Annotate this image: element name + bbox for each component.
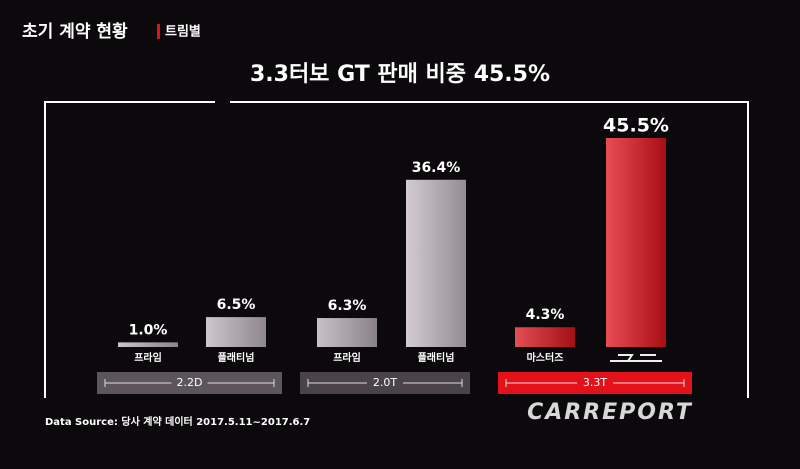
bar-shade [118, 342, 178, 347]
frame [44, 101, 749, 398]
source: Data Source: 당사 계약 데이터 2017.5.11~2017.6.… [45, 415, 310, 428]
bar-shade [406, 179, 466, 347]
value-label: 6.3% [328, 298, 367, 314]
bar-shade [606, 138, 666, 347]
value-label: 36.4% [412, 160, 461, 176]
x-tick-label: 프라임 [134, 351, 162, 364]
x-tick-label: 프라임 [333, 351, 361, 364]
heading: 초기 계약 현황 [22, 21, 128, 42]
group-label-bg [577, 375, 613, 391]
group-label: 2.2D [177, 376, 203, 389]
bar-shade [515, 327, 575, 347]
subheading: 트림별 [165, 24, 201, 40]
x-tick-label: 플래티넘 [418, 351, 455, 364]
gt-logo [610, 354, 662, 362]
group-label: 2.0T [373, 376, 397, 389]
group-label: 3.3T [583, 376, 607, 389]
x-tick-label: 마스터즈 [527, 351, 564, 364]
bar-shade [317, 318, 377, 347]
group-label-bg [171, 375, 208, 391]
value-label: 6.5% [217, 297, 256, 313]
divider [157, 24, 160, 39]
group-label-bg [367, 375, 403, 391]
watermark: CARREPORT [527, 400, 693, 425]
x-tick-label: 플래티넘 [218, 351, 255, 364]
value-label: 1.0% [129, 322, 168, 338]
chart-title: 3.3터보 GT 판매 비중 45.5% [250, 62, 550, 87]
bar-shade [206, 317, 266, 347]
value-label: 4.3% [526, 307, 565, 323]
value-label: 45.5% [603, 115, 669, 137]
